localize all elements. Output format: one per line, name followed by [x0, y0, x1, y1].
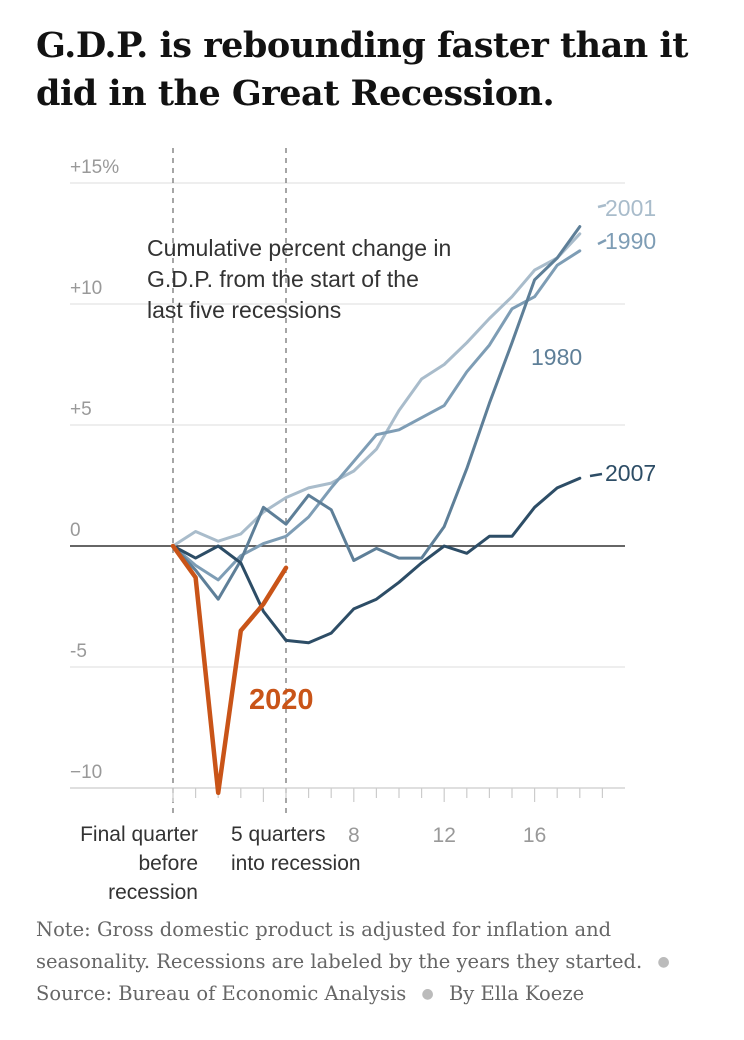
- marker-label: Final quarter: [80, 823, 198, 846]
- series-line-2001: [171, 232, 582, 548]
- series-label-leader: [597, 238, 607, 246]
- gridlines: [70, 182, 625, 789]
- series-line-1980: [171, 225, 582, 601]
- annotation-line-3: last five recessions: [147, 297, 341, 323]
- separator-dot: ●: [657, 953, 670, 970]
- y-tick-label: +5: [70, 399, 92, 420]
- series-line-2007: [171, 476, 582, 645]
- annotation-line-2: G.D.P. from the start of the: [147, 266, 419, 292]
- y-tick-label: -5: [70, 641, 87, 662]
- series-labels: 2001 1990 1980 2007 2020: [249, 195, 656, 716]
- y-tick-label: +15%: [70, 157, 119, 178]
- marker-label: into recession: [231, 852, 361, 875]
- x-ticks: 8 12 16: [172, 788, 604, 847]
- series-label-2020: 2020: [249, 684, 314, 716]
- series-lines: [170, 225, 582, 796]
- note: Note: Gross domestic product is adjusted…: [36, 914, 716, 1011]
- y-tick-label: 0: [70, 520, 81, 541]
- chart-title: G.D.P. is rebounding faster than it did …: [36, 25, 688, 114]
- marker-label: 5 quarters: [231, 823, 326, 846]
- source-text: Source: Bureau of Economic Analysis: [36, 982, 407, 1005]
- y-tick-labels: +15% +10 +5 0 -5 −10: [70, 157, 119, 783]
- series-line-2020: [170, 543, 289, 796]
- annotation-line-1: Cumulative percent change in: [147, 235, 451, 261]
- series-label-2001: 2001: [605, 195, 656, 221]
- marker-label: before: [138, 852, 198, 875]
- series-label-2007: 2007: [605, 460, 656, 486]
- line-chart: Final quarter before recession 5 quarters in…: [70, 148, 656, 904]
- byline-text: By Ella Koeze: [448, 982, 585, 1005]
- x-tick-label: 16: [523, 824, 546, 847]
- annotation-text: Cumulative percent change in G.D.P. from…: [147, 235, 458, 323]
- series-label-1990: 1990: [605, 228, 656, 254]
- series-label-leader: [589, 472, 603, 478]
- series-label-leader: [597, 203, 607, 209]
- y-tick-label: −10: [70, 762, 102, 783]
- x-tick-label: 8: [348, 824, 360, 847]
- series-line-1990: [171, 249, 582, 582]
- series-label-1980: 1980: [531, 344, 582, 370]
- x-tick-label: 12: [433, 824, 456, 847]
- x-markers: Final quarter before recession 5 quarters in…: [80, 148, 361, 904]
- marker-label: recession: [108, 881, 198, 904]
- note-text: Note: Gross domestic product is adjusted…: [36, 918, 643, 973]
- separator-dot: ●: [421, 986, 434, 1002]
- y-tick-label: +10: [70, 278, 102, 299]
